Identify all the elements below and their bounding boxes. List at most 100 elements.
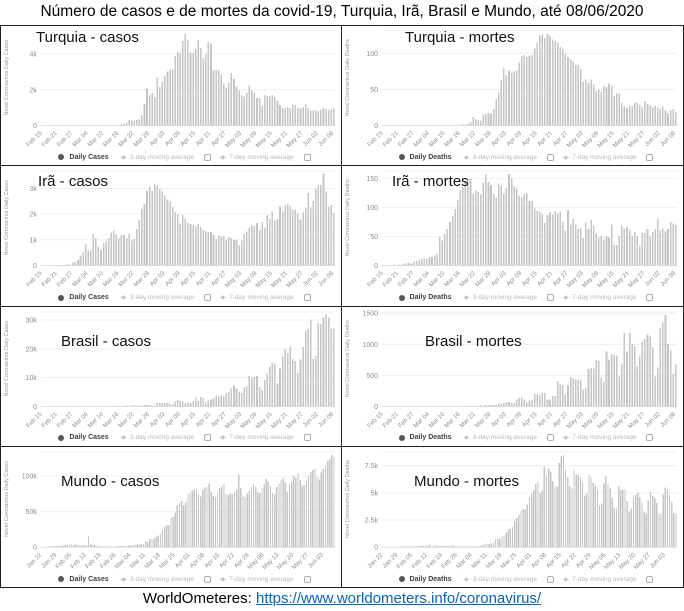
moving-average-marker-icon: -◆- bbox=[219, 295, 227, 301]
svg-text:Mar 28: Mar 28 bbox=[132, 129, 151, 148]
ma7-label[interactable]: 7-day moving average bbox=[229, 434, 294, 442]
ma3-checkbox[interactable] bbox=[547, 434, 555, 442]
chart-legend: Daily Cases -◆- 3-day moving average -◆-… bbox=[35, 292, 339, 304]
svg-text:0: 0 bbox=[33, 544, 37, 551]
svg-text:Jun 02: Jun 02 bbox=[302, 270, 320, 288]
svg-text:Apr 15: Apr 15 bbox=[521, 410, 539, 428]
svg-text:1k: 1k bbox=[30, 238, 38, 245]
svg-text:Apr 21: Apr 21 bbox=[195, 270, 213, 288]
daily-series-label[interactable]: Daily Cases bbox=[69, 153, 109, 161]
chart-panel-mundo-mortes: 0 2.5k 5k 7.5k Jan 22 Jan 29 Feb 05 Feb 12 Feb 1… bbox=[342, 446, 683, 587]
ma3-label[interactable]: 3-day moving average bbox=[472, 575, 538, 583]
worldometers-link[interactable]: https://www.worldometers.info/coronaviru… bbox=[255, 590, 542, 607]
ma3-checkbox[interactable] bbox=[547, 575, 555, 583]
y-axis-title: Novel Coronavirus Daily Deaths bbox=[345, 39, 351, 117]
daily-series-marker-icon bbox=[58, 576, 65, 582]
ma7-label[interactable]: 7-day moving average bbox=[572, 434, 637, 442]
moving-average-marker-icon: -◆- bbox=[562, 576, 570, 583]
daily-series-label[interactable]: Daily Cases bbox=[69, 294, 109, 301]
bars-group bbox=[462, 33, 677, 126]
daily-series-marker-icon bbox=[398, 154, 405, 161]
moving-average-marker-icon: -◆- bbox=[462, 576, 471, 583]
moving-average-marker-icon: -◆- bbox=[562, 435, 570, 442]
source-label: WorldOmeteres: bbox=[142, 590, 252, 607]
ma7-checkbox[interactable] bbox=[646, 575, 654, 583]
ma3-checkbox[interactable] bbox=[547, 294, 555, 301]
ma7-checkbox[interactable] bbox=[303, 434, 311, 442]
ma7-checkbox[interactable] bbox=[303, 575, 311, 583]
ma3-checkbox[interactable] bbox=[547, 153, 555, 161]
chart-title: Irã - mortes bbox=[392, 173, 469, 191]
svg-text:Apr 09: Apr 09 bbox=[164, 129, 182, 147]
ma3-label[interactable]: 3-day moving average bbox=[472, 153, 538, 161]
ma3-label[interactable]: 3-day moving average bbox=[129, 575, 195, 583]
svg-text:Apr 09: Apr 09 bbox=[505, 410, 523, 428]
daily-series-marker-icon bbox=[398, 434, 405, 441]
svg-text:Apr 01: Apr 01 bbox=[515, 551, 533, 569]
daily-series-label[interactable]: Daily Cases bbox=[69, 434, 109, 442]
ma7-label[interactable]: 7-day moving average bbox=[229, 153, 294, 161]
ma7-label[interactable]: 7-day moving average bbox=[572, 575, 637, 583]
y-axis-title: Novel Coronavirus Daily Cases bbox=[4, 40, 10, 116]
daily-series-label[interactable]: Daily Cases bbox=[69, 575, 109, 583]
svg-text:Jun 08: Jun 08 bbox=[659, 270, 678, 288]
svg-text:Apr 08: Apr 08 bbox=[188, 551, 206, 569]
svg-text:30k: 30k bbox=[26, 317, 38, 324]
ma7-checkbox[interactable] bbox=[646, 153, 654, 161]
moving-average-marker-icon: -◆- bbox=[219, 435, 227, 442]
chart-title: Mundo - mortes bbox=[414, 472, 520, 490]
moving-average-marker-icon: -◆- bbox=[462, 435, 471, 442]
svg-text:Jun 08: Jun 08 bbox=[317, 270, 335, 288]
daily-series-label[interactable]: Daily Deaths bbox=[409, 434, 452, 442]
svg-text:May 27: May 27 bbox=[291, 551, 311, 571]
chart-panel-mundo-casos: 0 50k 100k Jan 22 Jan 29 Feb 05 Feb 12 Feb 19 Fe… bbox=[1, 446, 342, 587]
svg-text:3k: 3k bbox=[30, 186, 38, 193]
svg-text:0: 0 bbox=[33, 403, 37, 410]
ma7-checkbox[interactable] bbox=[303, 294, 311, 301]
ma7-checkbox[interactable] bbox=[646, 434, 654, 442]
ma7-checkbox[interactable] bbox=[303, 153, 311, 161]
svg-text:7.5k: 7.5k bbox=[365, 463, 379, 470]
ma7-label[interactable]: 7-day moving average bbox=[229, 575, 294, 583]
ma7-label[interactable]: 7-day moving average bbox=[572, 153, 637, 161]
ma3-label[interactable]: 3-day moving average bbox=[472, 294, 538, 301]
svg-text:Jun 02: Jun 02 bbox=[302, 410, 320, 428]
svg-text:Apr 09: Apr 09 bbox=[505, 129, 523, 147]
svg-text:Apr 09: Apr 09 bbox=[505, 270, 523, 288]
svg-text:50: 50 bbox=[370, 234, 378, 241]
svg-text:Apr 15: Apr 15 bbox=[179, 129, 197, 147]
svg-text:Apr 15: Apr 15 bbox=[521, 129, 539, 147]
svg-text:Mar 04: Mar 04 bbox=[114, 551, 133, 570]
ma7-label[interactable]: 7-day moving average bbox=[572, 294, 637, 301]
ma3-label[interactable]: 3-day moving average bbox=[129, 294, 195, 301]
charts-grid: 0 2k 4k Feb 15 Feb 21 Feb 27 Mar 04 Mar 10 Mar 1… bbox=[0, 25, 684, 588]
svg-text:Jun 03: Jun 03 bbox=[307, 551, 325, 570]
moving-average-marker-icon: -◆- bbox=[119, 295, 128, 301]
svg-text:0: 0 bbox=[33, 263, 37, 270]
bars-group bbox=[392, 174, 677, 266]
chart-panel-brasil-casos: 0 10k 20k 30k Feb 15 Feb 21 Feb 27 Mar 04 Mar 10… bbox=[1, 306, 342, 447]
ma7-checkbox[interactable] bbox=[646, 294, 654, 301]
svg-text:Apr 21: Apr 21 bbox=[195, 410, 213, 428]
ma3-checkbox[interactable] bbox=[204, 153, 212, 161]
ma3-label[interactable]: 3-day moving average bbox=[129, 153, 195, 161]
page-title: Número de casos e de mortes da covid-19,… bbox=[40, 3, 644, 20]
svg-text:Apr 09: Apr 09 bbox=[164, 410, 182, 428]
source-footer: WorldOmeteres: https://www.worldometers.… bbox=[0, 588, 684, 611]
svg-text:Apr 22: Apr 22 bbox=[218, 551, 236, 569]
ma3-label[interactable]: 3-day moving average bbox=[129, 434, 195, 442]
ma3-checkbox[interactable] bbox=[204, 294, 212, 301]
ma3-label[interactable]: 3-day moving average bbox=[472, 434, 538, 442]
daily-series-label[interactable]: Daily Deaths bbox=[409, 153, 452, 161]
ma3-checkbox[interactable] bbox=[204, 434, 212, 442]
svg-text:0: 0 bbox=[374, 403, 378, 410]
ma3-checkbox[interactable] bbox=[204, 575, 212, 583]
daily-series-label[interactable]: Daily Deaths bbox=[409, 294, 452, 301]
daily-series-label[interactable]: Daily Deaths bbox=[409, 575, 452, 583]
ma7-label[interactable]: 7-day moving average bbox=[229, 294, 294, 301]
